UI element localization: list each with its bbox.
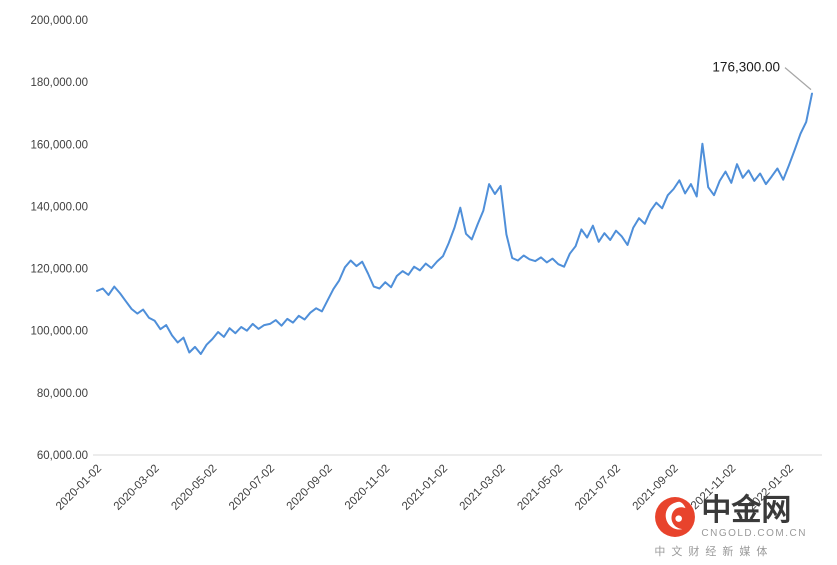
watermark-brand: 中金网 [701, 492, 792, 528]
watermark: 中金网 CNGOLD.COM.CN 中文财经新媒体 [654, 492, 807, 560]
y-axis-tick-label: 60,000.00 [37, 450, 88, 462]
x-axis-tick-label: 2020-11-02 [343, 463, 392, 512]
x-axis-tick-label: 2020-03-02 [112, 463, 162, 513]
y-axis-tick-label: 80,000.00 [37, 388, 88, 400]
watermark-text-block: 中金网 CNGOLD.COM.CN [701, 492, 807, 539]
cngold-logo-icon [654, 496, 696, 538]
x-axis-tick-label: 2021-05-02 [515, 463, 565, 513]
x-axis-tick-label: 2021-07-02 [573, 463, 623, 513]
price-series-line [96, 92, 813, 355]
y-axis-tick-label: 200,000.00 [30, 15, 88, 27]
watermark-row: 中金网 CNGOLD.COM.CN [654, 492, 807, 539]
annotation-leader-line [784, 67, 812, 91]
x-axis-tick-label: 2021-01-02 [400, 463, 450, 513]
watermark-domain: CNGOLD.COM.CN [701, 528, 807, 539]
x-axis-tick-label: 2020-05-02 [169, 463, 219, 513]
y-axis-tick-label: 120,000.00 [30, 264, 88, 276]
x-axis-tick-label: 2020-01-02 [54, 463, 104, 513]
x-axis-tick-label: 2021-03-02 [458, 463, 508, 513]
annotation-label: 176,300.00 [712, 60, 780, 75]
x-axis-tick-label: 2020-07-02 [227, 463, 277, 513]
y-axis-tick-label: 100,000.00 [30, 326, 88, 338]
y-axis-tick-label: 160,000.00 [30, 139, 88, 151]
x-axis-tick-label: 2020-09-02 [285, 463, 335, 513]
y-axis-tick-label: 180,000.00 [30, 77, 88, 89]
watermark-tagline: 中文财经新媒体 [654, 545, 774, 558]
y-axis-tick-label: 140,000.00 [30, 201, 88, 213]
